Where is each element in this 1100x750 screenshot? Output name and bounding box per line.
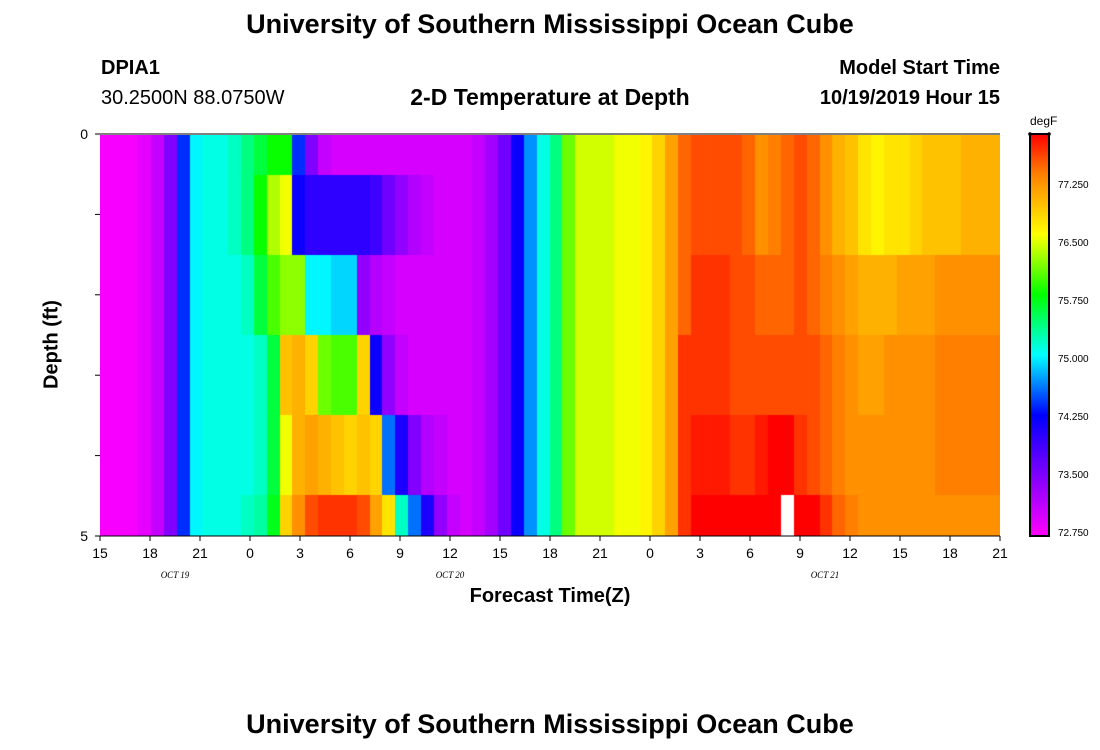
x-tick-label: 9 — [796, 545, 804, 561]
colorbar-label: 75.000 — [1058, 354, 1089, 365]
model-start-time: 10/19/2019 Hour 15 — [819, 87, 1000, 109]
date-label-oct-21: OCT 21 — [810, 570, 840, 580]
date-label-oct-19: OCT 19 — [160, 570, 190, 580]
x-tick-label: 21 — [992, 545, 1008, 561]
x-tick-marks — [99, 536, 1001, 541]
x-tick-label: 15 — [892, 545, 908, 561]
plot-title: 2-D Temperature at Depth — [410, 84, 690, 110]
x-axis-title: Forecast Time(Z) — [469, 585, 631, 607]
x-tick-label: 6 — [746, 545, 754, 561]
station-location: 30.2500N 88.0750W — [101, 87, 285, 109]
top-title: University of Southern Mississippi Ocean… — [246, 9, 854, 39]
y-axis-title: Depth (ft) — [40, 300, 63, 389]
colorbar — [1029, 133, 1050, 537]
x-tick-label: 12 — [442, 545, 458, 561]
bottom-title: University of Southern Mississippi Ocean… — [246, 709, 854, 739]
colorbar-label: 72.750 — [1058, 528, 1089, 539]
y-tick-marks — [95, 133, 100, 537]
x-tick-label: 9 — [396, 545, 404, 561]
colorbar-label: 74.250 — [1058, 412, 1089, 423]
x-tick-label: 3 — [296, 545, 304, 561]
x-tick-label: 0 — [246, 545, 254, 561]
colorbar-label: 76.500 — [1058, 238, 1089, 249]
x-tick-label: 18 — [542, 545, 558, 561]
date-label-oct-20: OCT 20 — [435, 570, 465, 580]
x-tick-label: 18 — [942, 545, 958, 561]
station-id: DPIA1 — [101, 57, 160, 79]
x-tick-label: 21 — [192, 545, 208, 561]
colorbar-label: 75.750 — [1058, 296, 1089, 307]
colorbar-unit: degF — [1030, 114, 1058, 128]
colorbar-label: 73.500 — [1058, 470, 1089, 481]
x-tick-label: 6 — [346, 545, 354, 561]
y-tick-label: 0 — [80, 126, 88, 142]
colorbar-label: 77.250 — [1058, 180, 1089, 191]
x-tick-label: 18 — [142, 545, 158, 561]
colorbar-corner-dot — [1028, 132, 1032, 136]
x-tick-label: 15 — [92, 545, 108, 561]
temperature-heatmap — [100, 135, 1000, 536]
x-tick-label: 3 — [696, 545, 704, 561]
colorbar-corner-dot — [1047, 132, 1051, 136]
model-start-label: Model Start Time — [839, 57, 1000, 79]
x-tick-label: 12 — [842, 545, 858, 561]
x-tick-label: 21 — [592, 545, 608, 561]
x-tick-label: 15 — [492, 545, 508, 561]
x-tick-label: 0 — [646, 545, 654, 561]
y-tick-label: 5 — [80, 528, 88, 544]
